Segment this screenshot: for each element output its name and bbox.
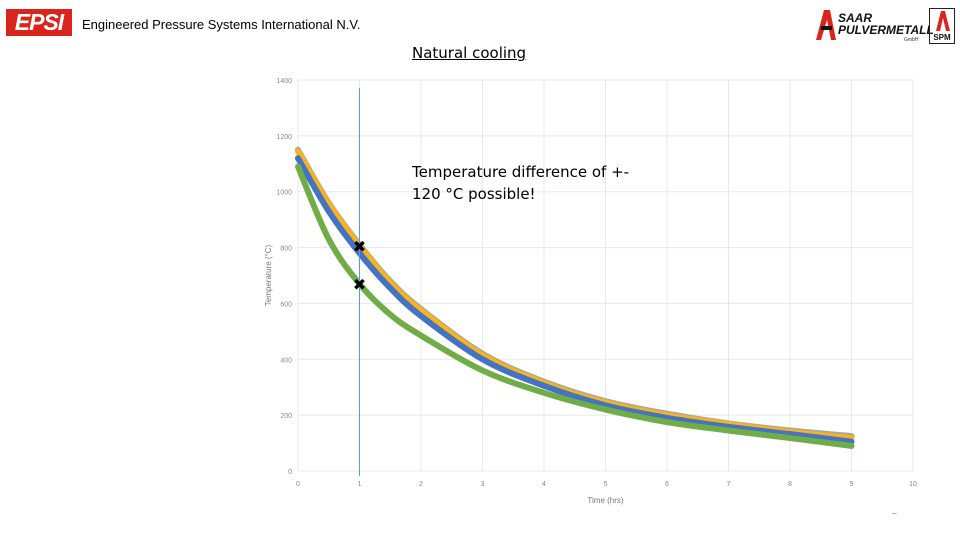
spm-logo: SPM bbox=[929, 8, 955, 44]
x-tick-label: 5 bbox=[604, 481, 608, 488]
y-tick-label: 600 bbox=[280, 301, 292, 308]
y-tick-label: 800 bbox=[280, 246, 292, 253]
x-tick-label: 8 bbox=[788, 481, 792, 488]
saar-logo-line1: SAAR bbox=[838, 11, 873, 25]
x-tick-label: 9 bbox=[850, 481, 854, 488]
series-line-blue bbox=[295, 155, 855, 445]
company-name: Engineered Pressure Systems Internationa… bbox=[82, 17, 361, 32]
saar-a-mark-icon bbox=[816, 10, 836, 40]
y-tick-label: 1200 bbox=[276, 134, 292, 141]
x-tick-label: 10 bbox=[909, 481, 917, 488]
epsi-logo: EPSI bbox=[6, 9, 72, 36]
x-axis-label: Time (hrs) bbox=[587, 496, 623, 505]
y-axis-label: Temperature (°C) bbox=[264, 244, 273, 306]
y-tick-label: 1400 bbox=[276, 78, 292, 85]
saar-pulvermetall-logo: SAAR PULVERMETALL GmbH bbox=[814, 8, 934, 44]
slide-title: Natural cooling bbox=[412, 44, 527, 62]
saar-logo-line2: PULVERMETALL bbox=[838, 23, 934, 37]
x-tick-label: 0 bbox=[296, 481, 300, 488]
saar-logo-text: SAAR PULVERMETALL bbox=[838, 12, 934, 36]
y-tick-label: 0 bbox=[288, 469, 292, 476]
cross-marker: ✖ bbox=[353, 237, 366, 256]
spm-logo-text: SPM bbox=[933, 33, 951, 42]
y-tick-label: 1000 bbox=[276, 190, 292, 197]
page-number: _ bbox=[892, 505, 897, 514]
temperature-difference-annotation: Temperature difference of +- 120 °C poss… bbox=[412, 163, 630, 203]
x-tick-label: 3 bbox=[481, 481, 485, 488]
x-tick-label: 2 bbox=[419, 481, 423, 488]
x-tick-label: 4 bbox=[542, 481, 546, 488]
y-tick-label: 400 bbox=[280, 357, 292, 364]
spm-a-mark-icon bbox=[936, 11, 950, 31]
x-tick-label: 1 bbox=[358, 481, 362, 488]
y-tick-label: 200 bbox=[280, 413, 292, 420]
saar-logo-gmbh: GmbH bbox=[904, 37, 919, 43]
x-tick-label: 7 bbox=[727, 481, 731, 488]
x-tick-label: 6 bbox=[665, 481, 669, 488]
cross-marker: ✖ bbox=[353, 275, 366, 294]
series-line-green bbox=[295, 163, 855, 449]
